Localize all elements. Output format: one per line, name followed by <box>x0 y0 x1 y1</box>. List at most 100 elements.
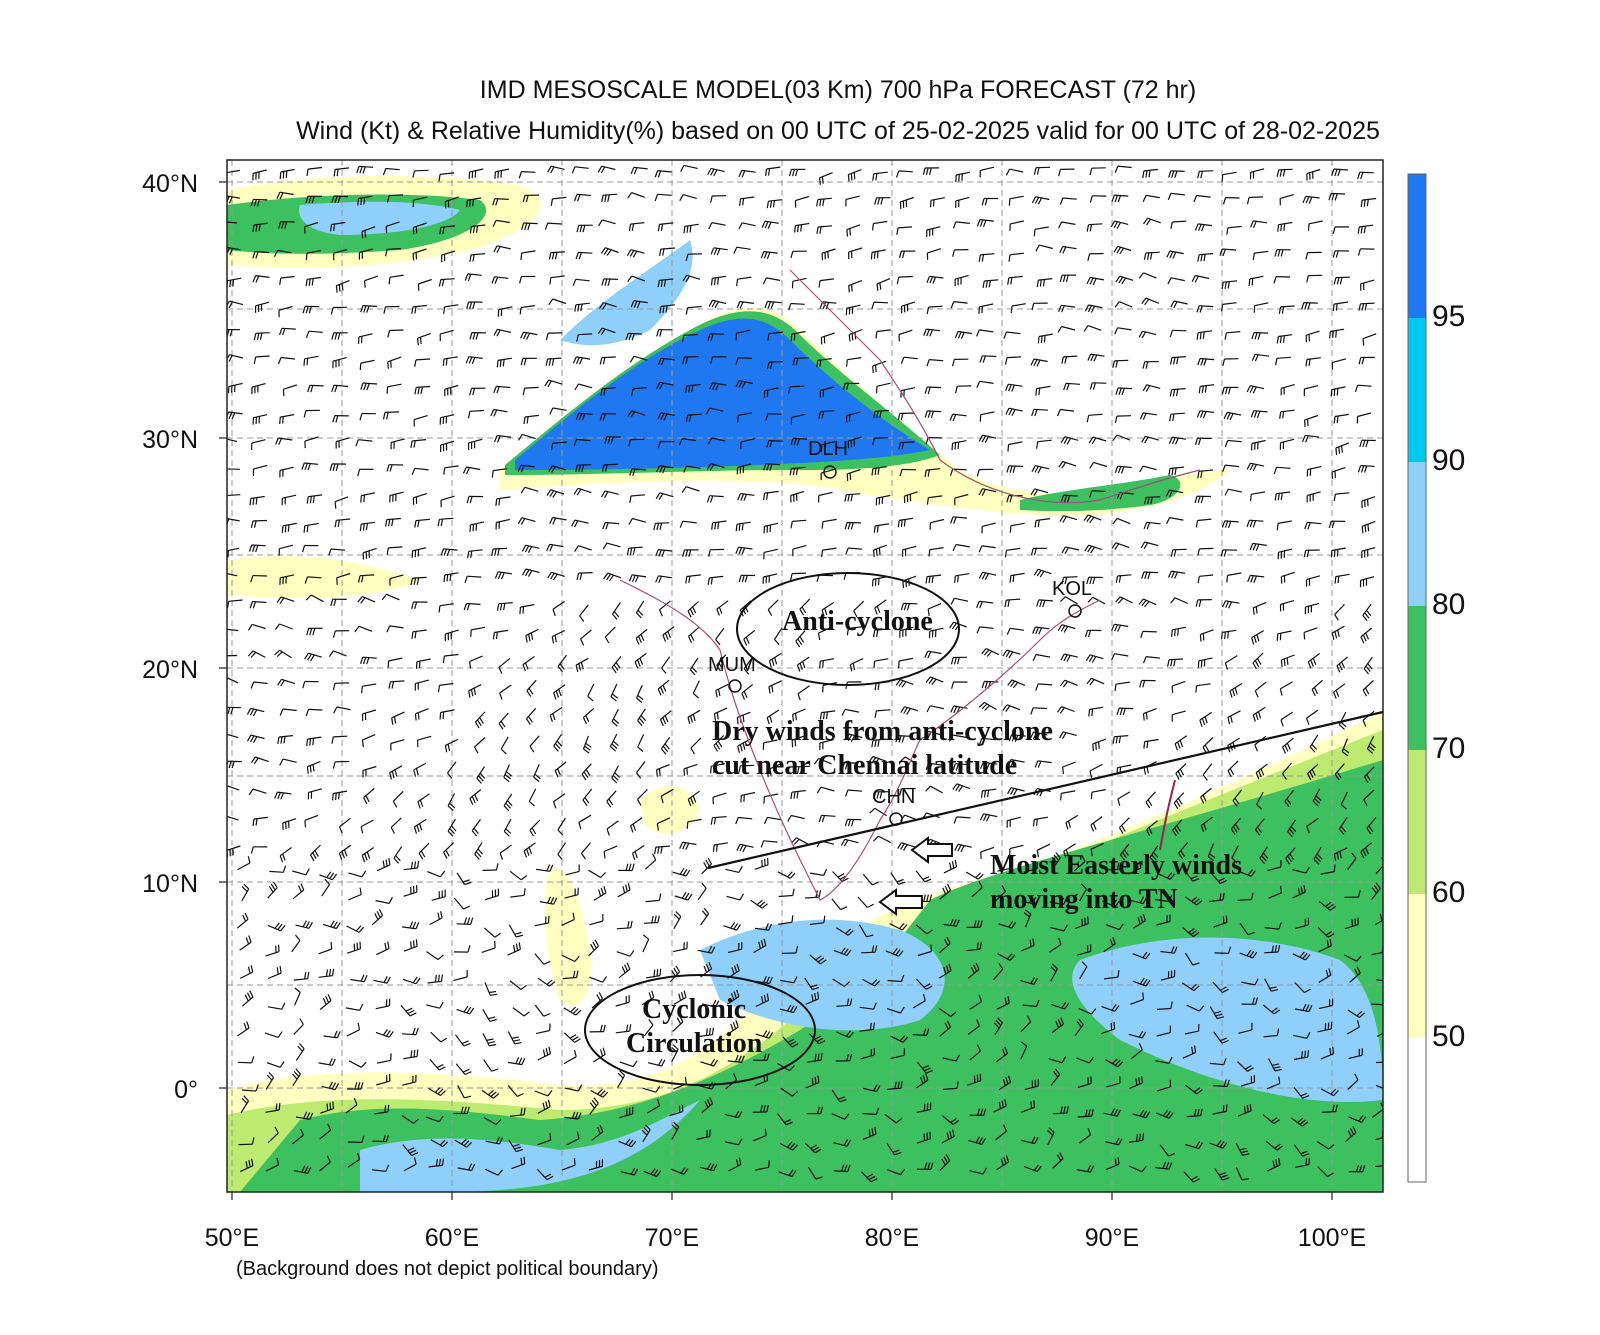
wind-barb-shaft <box>926 226 941 231</box>
wind-barb-shaft <box>561 919 575 926</box>
wind-barb-feather <box>469 1007 475 1015</box>
wind-barb-feather <box>571 166 576 174</box>
wind-barb-shaft <box>319 874 333 881</box>
wind-barb-feather <box>520 252 523 261</box>
wind-barb-feather <box>417 860 420 869</box>
wind-barb-shaft <box>848 280 863 287</box>
wind-barb-feather <box>659 248 662 257</box>
wind-barb-feather <box>360 597 366 604</box>
wind-barb-feather <box>871 468 874 476</box>
wind-barb-shaft <box>690 737 702 749</box>
wind-barb-feather <box>331 1082 337 1090</box>
wind-barb-shaft <box>498 571 513 575</box>
wind-barb-feather <box>255 275 260 283</box>
wind-barb-feather <box>1178 852 1184 860</box>
wind-barb-shaft <box>632 574 647 578</box>
wind-barb-shaft <box>333 195 349 198</box>
wind-barb-feather <box>653 969 656 977</box>
wind-barb-feather <box>300 1128 304 1136</box>
wind-barb-shaft <box>362 683 377 687</box>
wind-barb-shaft <box>413 415 428 421</box>
wind-barb-shaft <box>388 546 403 549</box>
wind-barb-feather <box>577 1112 582 1120</box>
wind-barb-shaft <box>1088 544 1103 551</box>
wind-barb-shaft <box>929 359 944 362</box>
wind-barb-shaft <box>441 250 456 256</box>
wind-barb-shaft <box>403 867 418 871</box>
wind-barb-shaft <box>1375 865 1383 875</box>
wind-barb-feather <box>738 523 741 531</box>
wind-barb-shaft <box>804 977 813 990</box>
wind-barb-feather <box>1193 195 1198 203</box>
wind-barb-shaft <box>1196 194 1211 198</box>
wind-barb-feather <box>494 571 499 579</box>
wind-barb-shaft <box>1254 681 1267 692</box>
rh-tongue-95 <box>515 318 930 470</box>
wind-barb-feather <box>876 283 879 291</box>
wind-barb-shaft <box>928 762 943 766</box>
wind-barb-feather <box>1330 1088 1337 1095</box>
wind-barb-feather <box>1112 518 1118 525</box>
wind-barb-feather <box>944 938 949 946</box>
wind-barb-feather <box>955 784 961 791</box>
wind-barb-feather <box>1226 575 1229 583</box>
wind-barb-feather <box>1301 1051 1303 1059</box>
wind-barb-feather <box>525 718 531 725</box>
wind-barb-feather <box>326 1103 329 1111</box>
wind-barb-feather <box>1142 992 1144 1000</box>
wind-barb-shaft <box>386 517 401 521</box>
wind-barb-shaft <box>1331 625 1345 634</box>
wind-barb-shaft <box>997 953 1011 961</box>
wind-barb-shaft <box>1256 791 1264 805</box>
wind-barb-feather <box>873 525 876 533</box>
wind-barb-shaft <box>575 302 590 306</box>
wind-barb-shaft <box>251 544 266 547</box>
wind-barb-feather <box>736 989 740 997</box>
wind-barb-feather <box>895 735 899 743</box>
wind-barb-shaft <box>413 493 427 499</box>
wind-barb-shaft <box>768 199 783 202</box>
wind-barb-feather <box>470 917 474 925</box>
wind-barb-feather <box>1276 1028 1280 1036</box>
wind-barb-feather <box>1060 1106 1063 1114</box>
wind-barb-feather <box>926 1028 930 1036</box>
wind-barb-feather <box>958 174 960 182</box>
wind-barb-feather <box>1358 357 1362 365</box>
wind-barb-shaft <box>819 739 834 744</box>
wind-barb-feather <box>1255 713 1259 721</box>
wind-barb-shaft <box>588 869 601 878</box>
wind-barb-shaft <box>497 434 512 438</box>
wind-barb-feather <box>466 917 471 925</box>
wind-barb-shaft <box>1038 599 1053 602</box>
wind-barb-feather <box>581 773 587 781</box>
wind-barb-feather <box>1173 802 1179 810</box>
wind-barb-feather <box>1142 897 1148 904</box>
wind-barb-feather <box>1327 1172 1334 1178</box>
wind-barb-shaft <box>578 251 593 254</box>
wind-barb-feather <box>892 947 898 955</box>
wind-barb-feather <box>312 738 315 746</box>
wind-barb-feather <box>1222 249 1226 257</box>
wind-barb-feather <box>1356 1010 1363 1017</box>
wind-barb-shaft <box>697 949 712 954</box>
wind-barb-feather <box>678 1015 684 1023</box>
wind-barb-feather <box>709 495 714 503</box>
wind-barb-feather <box>360 826 364 834</box>
wind-barb-shaft <box>362 765 377 771</box>
wind-barb-shaft <box>998 1081 1011 1091</box>
wind-barb-feather <box>572 912 575 920</box>
wind-barb-feather <box>671 1124 678 1131</box>
wind-barb-feather <box>282 865 287 873</box>
wind-barb-feather <box>522 195 526 203</box>
wind-barb-shaft <box>534 922 549 927</box>
wind-barb-feather <box>1366 774 1371 781</box>
wind-barb-feather <box>1140 541 1146 549</box>
footnote: (Background does not depict political bo… <box>236 1258 659 1280</box>
wind-barb-feather <box>932 199 935 207</box>
wind-barb-feather <box>765 168 768 177</box>
wind-barb-feather <box>692 692 699 699</box>
wind-barb-shaft <box>466 602 481 605</box>
wind-barb-shaft <box>1130 1049 1143 1060</box>
wind-barb-feather <box>986 650 993 657</box>
wind-barb-feather <box>597 165 603 173</box>
